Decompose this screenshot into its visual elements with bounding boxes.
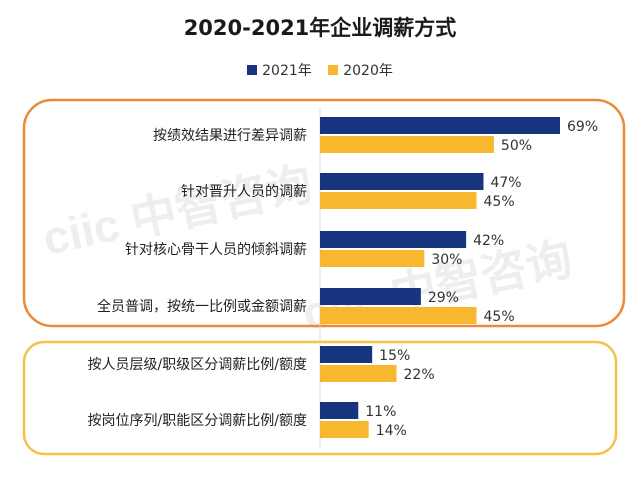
legend: 2021年 2020年	[0, 60, 640, 80]
legend-swatch-2021	[247, 65, 258, 75]
category-label: 针对核心骨干人员的倾斜调薪	[125, 242, 307, 258]
bar-2020	[320, 365, 397, 382]
legend-swatch-2020	[328, 65, 339, 75]
data-label-2020: 30%	[431, 252, 462, 268]
bar-2021	[320, 231, 467, 248]
data-label-2021: 29%	[428, 290, 459, 306]
bar-2021	[320, 346, 373, 363]
data-label-2021: 42%	[473, 233, 504, 249]
chart-title: 2020-2021年企业调薪方式	[183, 16, 457, 40]
category-label: 全员普调，按统一比例或金额调薪	[97, 298, 307, 315]
bar-2020	[320, 250, 425, 267]
group-box-1	[22, 98, 626, 328]
data-label-2021: 47%	[490, 175, 521, 191]
legend-label-2020: 2020年	[343, 63, 393, 79]
data-label-2020: 50%	[501, 138, 532, 154]
bar-2021	[320, 173, 484, 190]
legend-label-2021: 2021年	[262, 63, 312, 79]
bar-2021	[320, 288, 421, 305]
data-label-2020: 45%	[484, 194, 515, 210]
category-label: 按人员层级/职级区分调薪比例/额度	[88, 357, 307, 373]
category-label: 按岗位序列/职能区分调薪比例/额度	[88, 413, 307, 429]
legend-item-2021: 2021年	[247, 60, 312, 80]
legend-item-2020: 2020年	[328, 60, 393, 80]
bar-2021	[320, 117, 560, 134]
data-label-2020: 14%	[376, 423, 407, 439]
category-label: 按绩效结果进行差异调薪	[153, 128, 307, 144]
data-label-2021: 11%	[365, 404, 396, 420]
data-label-2020: 45%	[484, 309, 515, 325]
data-label-2021: 69%	[567, 119, 598, 135]
bar-2021	[320, 402, 359, 419]
bar-2020	[320, 136, 494, 153]
bar-2020	[320, 192, 477, 209]
bar-2020	[320, 307, 477, 324]
category-label: 针对晋升人员的调薪	[181, 184, 307, 200]
data-label-2021: 15%	[379, 348, 410, 364]
data-label-2020: 22%	[404, 367, 435, 383]
bar-2020	[320, 421, 369, 438]
